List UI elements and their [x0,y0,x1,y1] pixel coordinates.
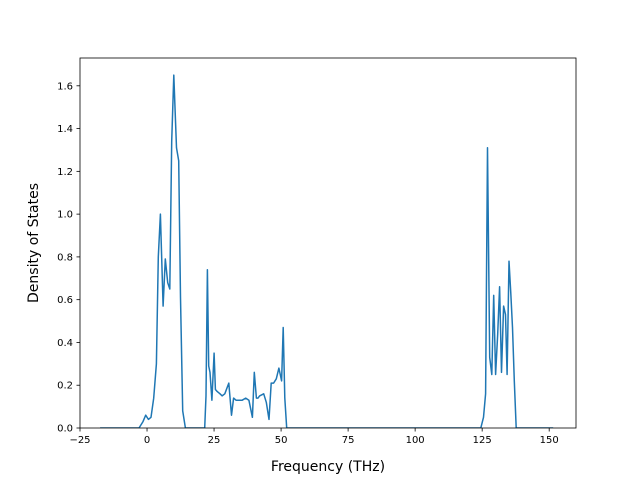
y-axis-label: Density of States [26,183,42,303]
y-tick-label: 0.0 [57,424,73,435]
axes-background [80,58,576,428]
x-axis-ticks: −25 0 25 50 75 100 125 150 [69,428,559,446]
x-tick-label: 150 [540,435,559,446]
plot-area: −25 0 25 50 75 100 125 150 0.0 0.2 0.4 0.6 0.8 1.0 1.… [57,57,577,446]
x-tick-label: 25 [208,435,221,446]
dos-series-line [100,74,554,428]
axes-frame [79,57,577,429]
x-tick-label: 75 [342,435,355,446]
x-tick-label: 125 [473,435,492,446]
y-tick-label: 1.6 [57,81,73,92]
y-tick-label: 0.4 [57,338,73,349]
y-tick-label: 0.6 [57,295,73,306]
y-tick-label: 0.8 [57,252,73,263]
y-tick-label: 1.4 [57,124,73,135]
x-tick-label: 0 [144,435,150,446]
y-tick-label: 1.0 [57,210,73,221]
x-tick-label: 100 [406,435,425,446]
y-tick-label: 0.2 [57,381,73,392]
x-tick-label: 50 [275,435,288,446]
y-tick-label: 1.2 [57,167,73,178]
y-axis-ticks: 0.0 0.2 0.4 0.6 0.8 1.0 1.2 1.4 1.6 [57,81,80,435]
x-axis-label: Frequency (THz) [271,459,385,475]
x-tick-label: −25 [69,435,90,446]
